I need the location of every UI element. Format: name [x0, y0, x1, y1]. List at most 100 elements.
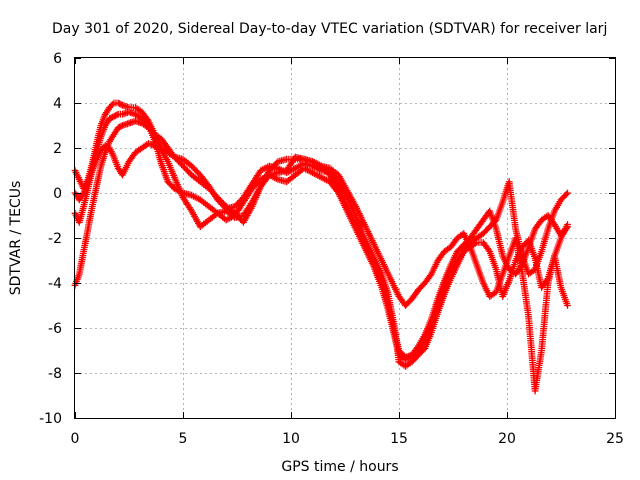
data-point: [447, 236, 460, 251]
data-point: [300, 164, 315, 176]
data-point: [188, 171, 202, 184]
data-point: [75, 191, 86, 204]
data-point: [101, 105, 112, 118]
x-tick-label: 15: [390, 431, 408, 447]
data-point: [531, 254, 545, 289]
data-point: [460, 244, 473, 255]
data-point: [80, 180, 91, 197]
data-points: [71, 99, 571, 395]
data-point: [138, 119, 151, 130]
data-point: [479, 279, 493, 298]
data-point: [97, 112, 108, 129]
data-point: [88, 157, 100, 174]
data-point: [335, 189, 350, 213]
data-point: [326, 178, 341, 195]
plot-frame: [74, 57, 616, 419]
data-point: [531, 218, 544, 233]
data-point: [525, 236, 538, 260]
data-point: [466, 243, 480, 267]
axis-ticks: [75, 58, 616, 419]
data-point: [309, 158, 323, 169]
data-point: [544, 212, 557, 227]
data-point: [132, 104, 144, 115]
data-point: [415, 346, 427, 359]
data-point: [114, 122, 125, 132]
data-point: [441, 244, 453, 255]
data-point: [384, 270, 398, 289]
y-tick-label: -10: [39, 411, 62, 427]
data-point: [188, 162, 203, 177]
data-point: [97, 143, 108, 154]
data-point: [447, 250, 460, 269]
data-point: [352, 221, 367, 245]
data-point: [531, 349, 545, 395]
data-point: [196, 178, 211, 191]
data-point: [421, 272, 434, 287]
x-tick-label: 10: [282, 431, 300, 447]
data-point: [266, 159, 280, 174]
data-point: [512, 234, 526, 273]
grid: [75, 58, 615, 418]
data-point: [551, 252, 564, 289]
data-point: [564, 221, 571, 228]
data-point: [179, 162, 194, 177]
data-point: [525, 267, 537, 278]
data-point: [309, 169, 323, 180]
data-point: [317, 173, 332, 185]
data-point: [378, 284, 391, 312]
data-point: [369, 261, 385, 289]
data-point: [384, 306, 398, 339]
data-point: [557, 223, 570, 242]
y-axis-tick-labels: -10 -8 -6 -4 -2 0 2 4 6: [39, 51, 62, 427]
data-point: [110, 153, 121, 170]
data-point: [84, 205, 96, 233]
data-point: [164, 178, 177, 191]
data-point: [408, 353, 421, 366]
data-point: [222, 207, 237, 220]
data-point: [391, 284, 402, 299]
data-point: [93, 148, 104, 163]
data-point: [291, 166, 306, 179]
data-point: [164, 158, 177, 179]
data-point: [179, 194, 194, 213]
data-point: [132, 110, 144, 121]
data-point: [486, 207, 499, 231]
data-point: [158, 160, 171, 184]
data-point: [479, 224, 492, 237]
data-point: [343, 207, 359, 231]
x-tick-label: 25: [606, 431, 624, 447]
data-point: [101, 142, 112, 151]
data-point: [415, 337, 428, 354]
data-point: [447, 263, 460, 282]
x-tick-label: 0: [71, 431, 80, 447]
data-point: [434, 286, 447, 309]
data-point: [441, 270, 454, 291]
data-point: [80, 227, 91, 255]
data-point: [361, 234, 376, 258]
data-point: [538, 281, 552, 354]
data-point: [479, 239, 492, 254]
data-point: [453, 231, 466, 242]
data-point: [179, 155, 194, 169]
data-point: [421, 322, 434, 343]
y-tick-label: -4: [48, 276, 62, 292]
y-tick-label: 6: [53, 51, 62, 67]
data-point: [361, 243, 376, 267]
data-point: [119, 160, 132, 179]
x-tick-label: 20: [498, 431, 516, 447]
data-point: [453, 242, 466, 255]
data-point: [378, 257, 391, 276]
data-point: [114, 110, 124, 118]
y-tick-label: -8: [48, 366, 62, 382]
chart-title: Day 301 of 2020, Sidereal Day-to-day VTE…: [52, 21, 607, 37]
data-point: [214, 194, 229, 209]
data-point: [248, 168, 264, 188]
data-point: [492, 225, 506, 258]
data-point: [93, 164, 104, 190]
data-point: [110, 111, 121, 120]
data-point: [106, 132, 117, 145]
y-tick-label: 0: [53, 186, 62, 202]
data-point: [248, 184, 264, 206]
data-point: [361, 221, 376, 245]
data-point: [257, 168, 272, 190]
